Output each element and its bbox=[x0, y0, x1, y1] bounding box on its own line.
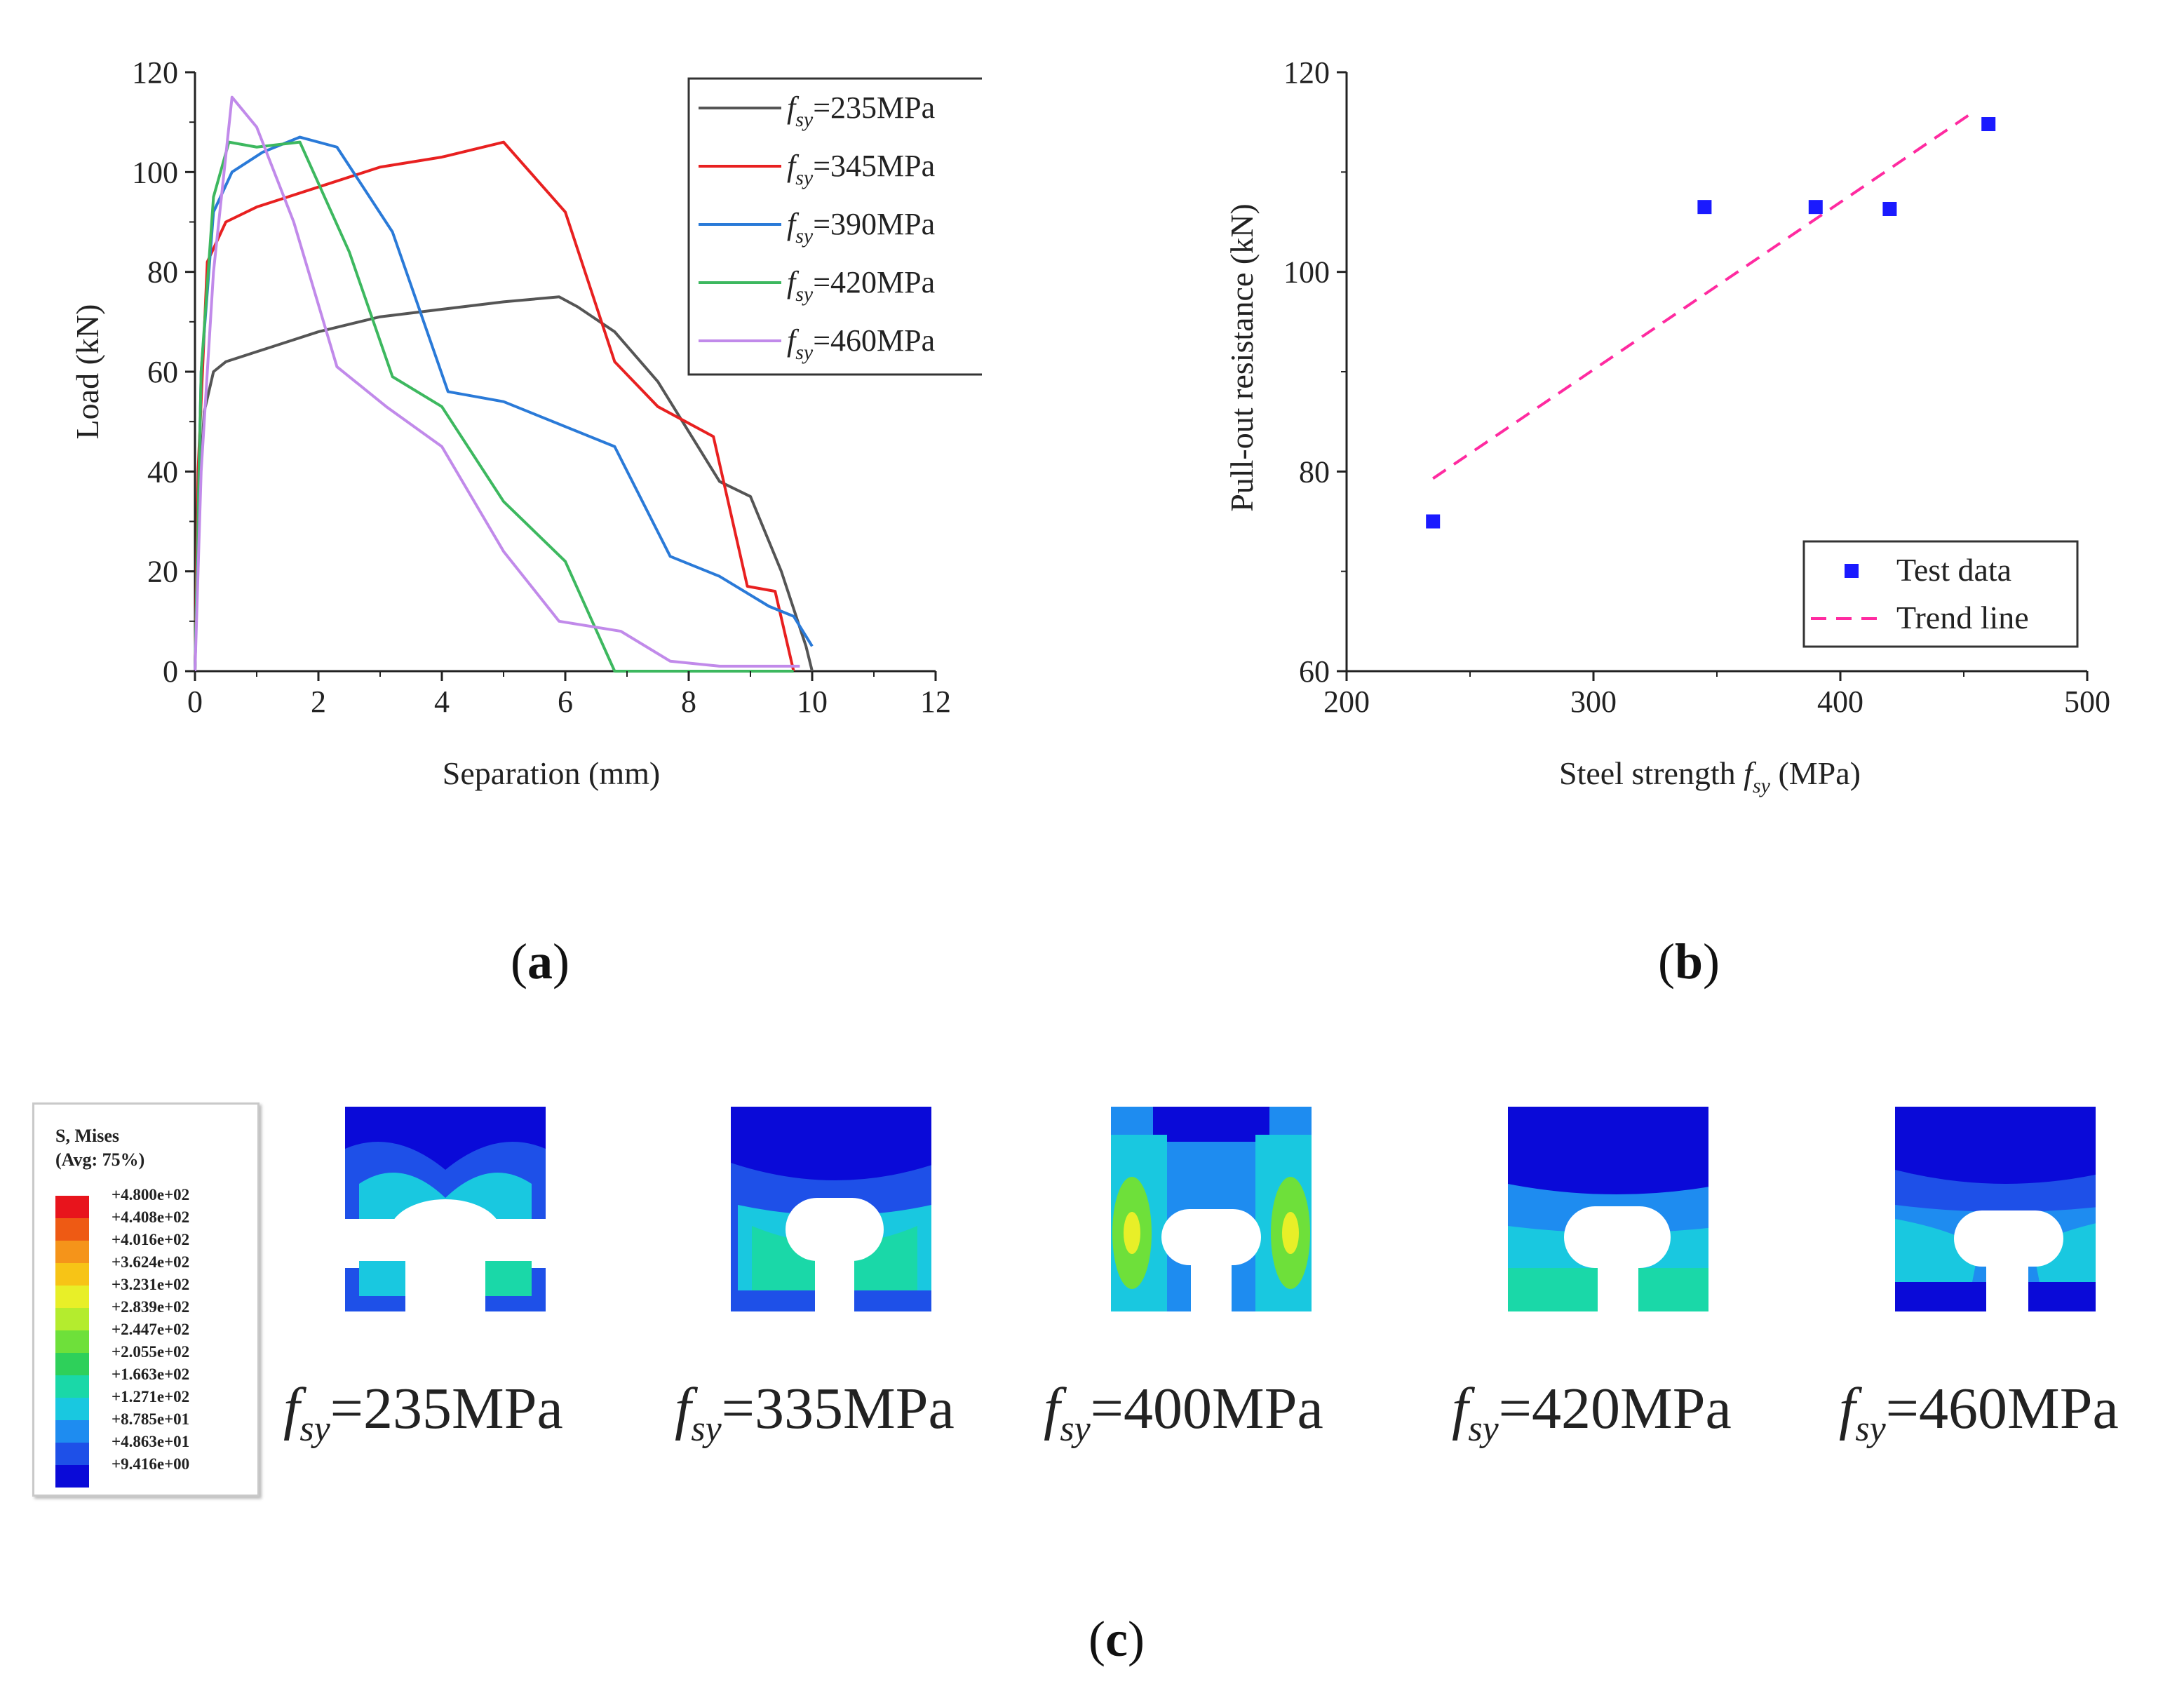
legend-value-label: +9.416e+00 bbox=[112, 1455, 190, 1473]
legend-color-swatch bbox=[55, 1465, 89, 1488]
subfigure-label-b: (b) bbox=[1658, 933, 1720, 990]
legend-value-label: +4.408e+02 bbox=[112, 1208, 190, 1226]
legend-subscript: sy bbox=[795, 108, 814, 131]
legend-entry-trend-line: Trend line bbox=[1896, 600, 2029, 635]
y-tick-label: 60 bbox=[1299, 654, 1330, 689]
legend-value-label: +2.447e+02 bbox=[112, 1321, 190, 1338]
legend-entry-5: fsy=460MPa bbox=[787, 323, 935, 364]
legend-subscript: sy bbox=[795, 283, 814, 306]
y-tick-label: 60 bbox=[147, 355, 178, 389]
x-tick-label: 400 bbox=[1817, 684, 1863, 719]
contour-panel-400 bbox=[1111, 1107, 1312, 1311]
legend-value-label: +1.663e+02 bbox=[112, 1365, 190, 1383]
legend-color-swatch bbox=[55, 1241, 89, 1263]
legend-color-swatch bbox=[55, 1375, 89, 1398]
legend-swatch-test-data bbox=[1845, 564, 1859, 578]
legend-subscript: sy bbox=[795, 166, 814, 189]
data-point bbox=[1981, 117, 1996, 132]
x-axis-label-part: (MPa) bbox=[1770, 755, 1861, 791]
legend-value-label: +4.863e+01 bbox=[112, 1433, 190, 1450]
data-point bbox=[1697, 200, 1712, 215]
x-tick-label: 200 bbox=[1323, 684, 1370, 719]
series-line-5 bbox=[194, 95, 800, 672]
legend-color-swatch bbox=[55, 1286, 89, 1308]
legend-color-swatch bbox=[55, 1398, 89, 1420]
legend-color-swatch bbox=[55, 1263, 89, 1286]
caption-460: fsy=460MPa bbox=[1839, 1376, 2119, 1449]
data-point bbox=[1808, 200, 1823, 215]
legend-entry-test-data: Test data bbox=[1896, 552, 2011, 588]
legend-value-label: +8.785e+01 bbox=[112, 1410, 190, 1428]
legend-subscript: sy bbox=[795, 341, 814, 364]
trend-line bbox=[1432, 109, 1977, 480]
legend-entry-2: fsy=345MPa bbox=[787, 149, 935, 189]
legend-color-swatch bbox=[55, 1420, 89, 1443]
x-tick-label: 12 bbox=[920, 684, 951, 719]
contour-panel-420 bbox=[1508, 1107, 1708, 1311]
x-axis-label: Separation (mm) bbox=[443, 755, 660, 791]
pullout-resistance-chart: 200 300 400 500 60 80 100 120 Steel strength fsy… bbox=[1224, 55, 2110, 797]
contour-panel-235 bbox=[345, 1107, 546, 1311]
caption-235: fsy=235MPa bbox=[283, 1376, 563, 1449]
legend-value-label: +2.839e+02 bbox=[112, 1298, 190, 1316]
series-line-4 bbox=[194, 140, 794, 673]
caption-400: fsy=400MPa bbox=[1044, 1376, 1323, 1449]
caption-335: fsy=335MPa bbox=[675, 1376, 955, 1449]
legend-value-label: +1.271e+02 bbox=[112, 1388, 190, 1405]
y-tick-label: 100 bbox=[132, 155, 178, 189]
legend-color-swatch bbox=[55, 1353, 89, 1375]
legend-color-swatch bbox=[55, 1218, 89, 1241]
y-tick-label: 120 bbox=[1283, 55, 1330, 90]
series-line-1 bbox=[194, 295, 814, 672]
x-tick-label: 500 bbox=[2064, 684, 2110, 719]
subfigure-label-a: (a) bbox=[511, 933, 569, 990]
x-tick-label: 4 bbox=[434, 684, 450, 719]
y-tick-label: 0 bbox=[163, 654, 178, 689]
y-axis-label: Pull-out resistance (kN) bbox=[1224, 203, 1260, 511]
y-tick-label: 80 bbox=[1299, 454, 1330, 489]
legend-title: S, Mises bbox=[55, 1126, 119, 1146]
legend-color-swatch bbox=[55, 1330, 89, 1353]
legend-value-label: +3.624e+02 bbox=[112, 1253, 190, 1271]
legend-value: =420MPa bbox=[813, 265, 935, 299]
legend-value: =460MPa bbox=[813, 323, 935, 358]
y-axis-label: Load (kN) bbox=[69, 304, 105, 440]
y-tick-label: 80 bbox=[147, 255, 178, 290]
x-axis-label-part: Steel strength bbox=[1559, 755, 1744, 791]
x-tick-label: 0 bbox=[187, 684, 203, 719]
legend-color-swatch bbox=[55, 1196, 89, 1218]
legend-value: =235MPa bbox=[813, 90, 935, 125]
legend-value-label: +4.800e+02 bbox=[112, 1186, 190, 1203]
x-axis-label: Steel strength fsy (MPa) bbox=[1559, 755, 1861, 797]
legend-value-label: +3.231e+02 bbox=[112, 1276, 190, 1293]
x-tick-label: 300 bbox=[1570, 684, 1617, 719]
x-tick-label: 2 bbox=[311, 684, 326, 719]
data-point bbox=[1882, 201, 1897, 216]
legend-box bbox=[1802, 540, 2079, 648]
legend-value-label: +2.055e+02 bbox=[112, 1343, 190, 1361]
y-tick-label: 20 bbox=[147, 555, 178, 589]
mises-stress-legend: S, Mises (Avg: 75%) +4.800e+02 +4.408e+02… bbox=[32, 1102, 259, 1497]
caption-420: fsy=420MPa bbox=[1452, 1376, 1732, 1449]
x-axis-label-part: sy bbox=[1753, 774, 1771, 797]
legend-subscript: sy bbox=[795, 224, 814, 248]
legend-color-swatch bbox=[55, 1308, 89, 1330]
contour-panel-460 bbox=[1895, 1107, 2096, 1311]
legend-value: =345MPa bbox=[813, 149, 935, 183]
y-tick-label: 120 bbox=[132, 55, 178, 90]
data-point bbox=[1426, 514, 1441, 529]
x-tick-label: 10 bbox=[797, 684, 828, 719]
x-tick-label: 6 bbox=[558, 684, 573, 719]
x-tick-label: 8 bbox=[681, 684, 696, 719]
y-tick-label: 100 bbox=[1283, 255, 1330, 290]
y-tick-label: 40 bbox=[147, 454, 178, 489]
legend-subtitle: (Avg: 75%) bbox=[55, 1149, 145, 1170]
subfigure-label-c: (c) bbox=[1088, 1611, 1145, 1667]
legend-color-swatch bbox=[55, 1443, 89, 1465]
legend-value: =390MPa bbox=[813, 207, 935, 241]
legend-value-label: +4.016e+02 bbox=[112, 1231, 190, 1248]
contour-panel-335 bbox=[731, 1107, 931, 1311]
legend-box bbox=[687, 77, 982, 376]
